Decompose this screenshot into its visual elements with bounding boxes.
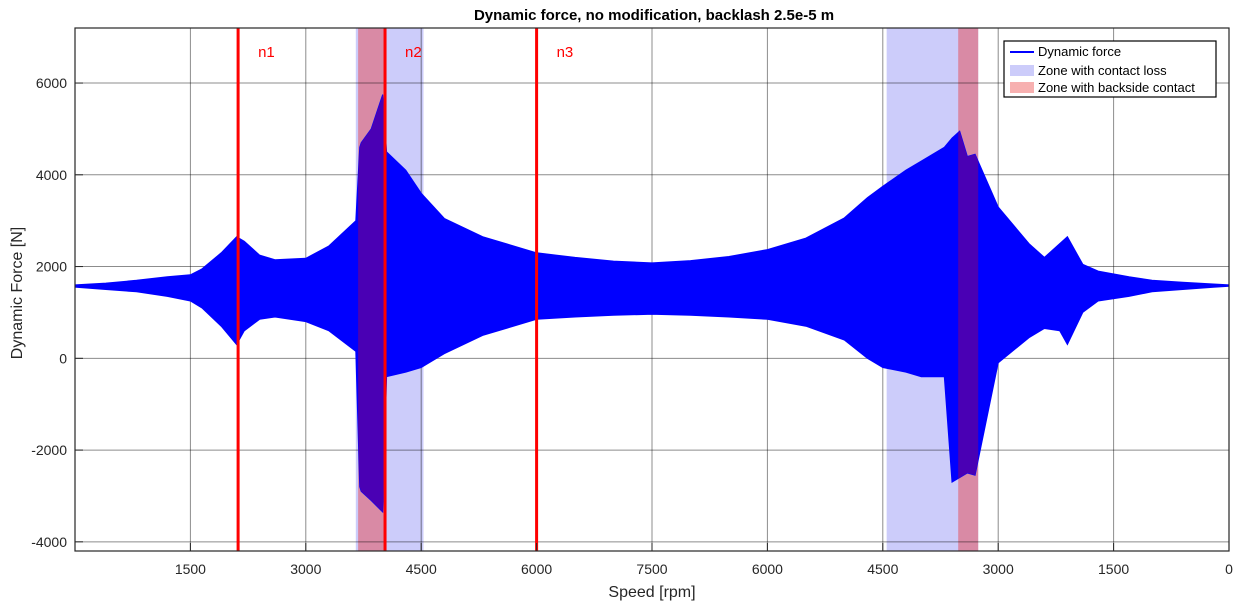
y-tick-label: 6000: [36, 75, 67, 91]
x-tick-label: 3000: [983, 561, 1014, 577]
x-tick-label: 6000: [521, 561, 552, 577]
x-tick-label: 1500: [175, 561, 206, 577]
legend-label-backside: Zone with backside contact: [1038, 80, 1195, 95]
x-tick-label: 6000: [752, 561, 783, 577]
legend: Dynamic force Zone with contact loss Zon…: [1003, 40, 1217, 98]
y-tick-label: 4000: [36, 167, 67, 183]
legend-label-contact-loss: Zone with contact loss: [1038, 63, 1167, 78]
speed-marker-label: n1: [258, 44, 275, 61]
y-tick-label: 2000: [36, 259, 67, 275]
x-tick-label: 7500: [636, 561, 667, 577]
speed-marker-label: n2: [405, 44, 422, 61]
chart-title: Dynamic force, no modification, backlash…: [474, 7, 834, 24]
y-tick-label: -4000: [31, 534, 67, 550]
x-tick-label: 0: [1225, 561, 1233, 577]
x-tick-label: 4500: [406, 561, 437, 577]
legend-label-dynamic-force: Dynamic force: [1038, 44, 1121, 59]
y-tick-label: 0: [59, 350, 67, 366]
plot-area: n1 n2 n3 1500 3000 4500 6000 7500 6000 4500 3000 15…: [31, 27, 1233, 577]
speed-marker-label: n3: [557, 44, 574, 61]
y-tick-label: -2000: [31, 442, 67, 458]
x-tick-label: 3000: [290, 561, 321, 577]
y-axis-label: Dynamic Force [N]: [9, 227, 26, 359]
legend-swatch-contact-loss: [1010, 65, 1034, 76]
x-tick-label: 1500: [1098, 561, 1129, 577]
legend-box: [1003, 40, 1217, 98]
x-tick-label: 4500: [867, 561, 898, 577]
x-axis-label: Speed [rpm]: [608, 584, 695, 601]
legend-swatch-backside: [1010, 82, 1034, 93]
